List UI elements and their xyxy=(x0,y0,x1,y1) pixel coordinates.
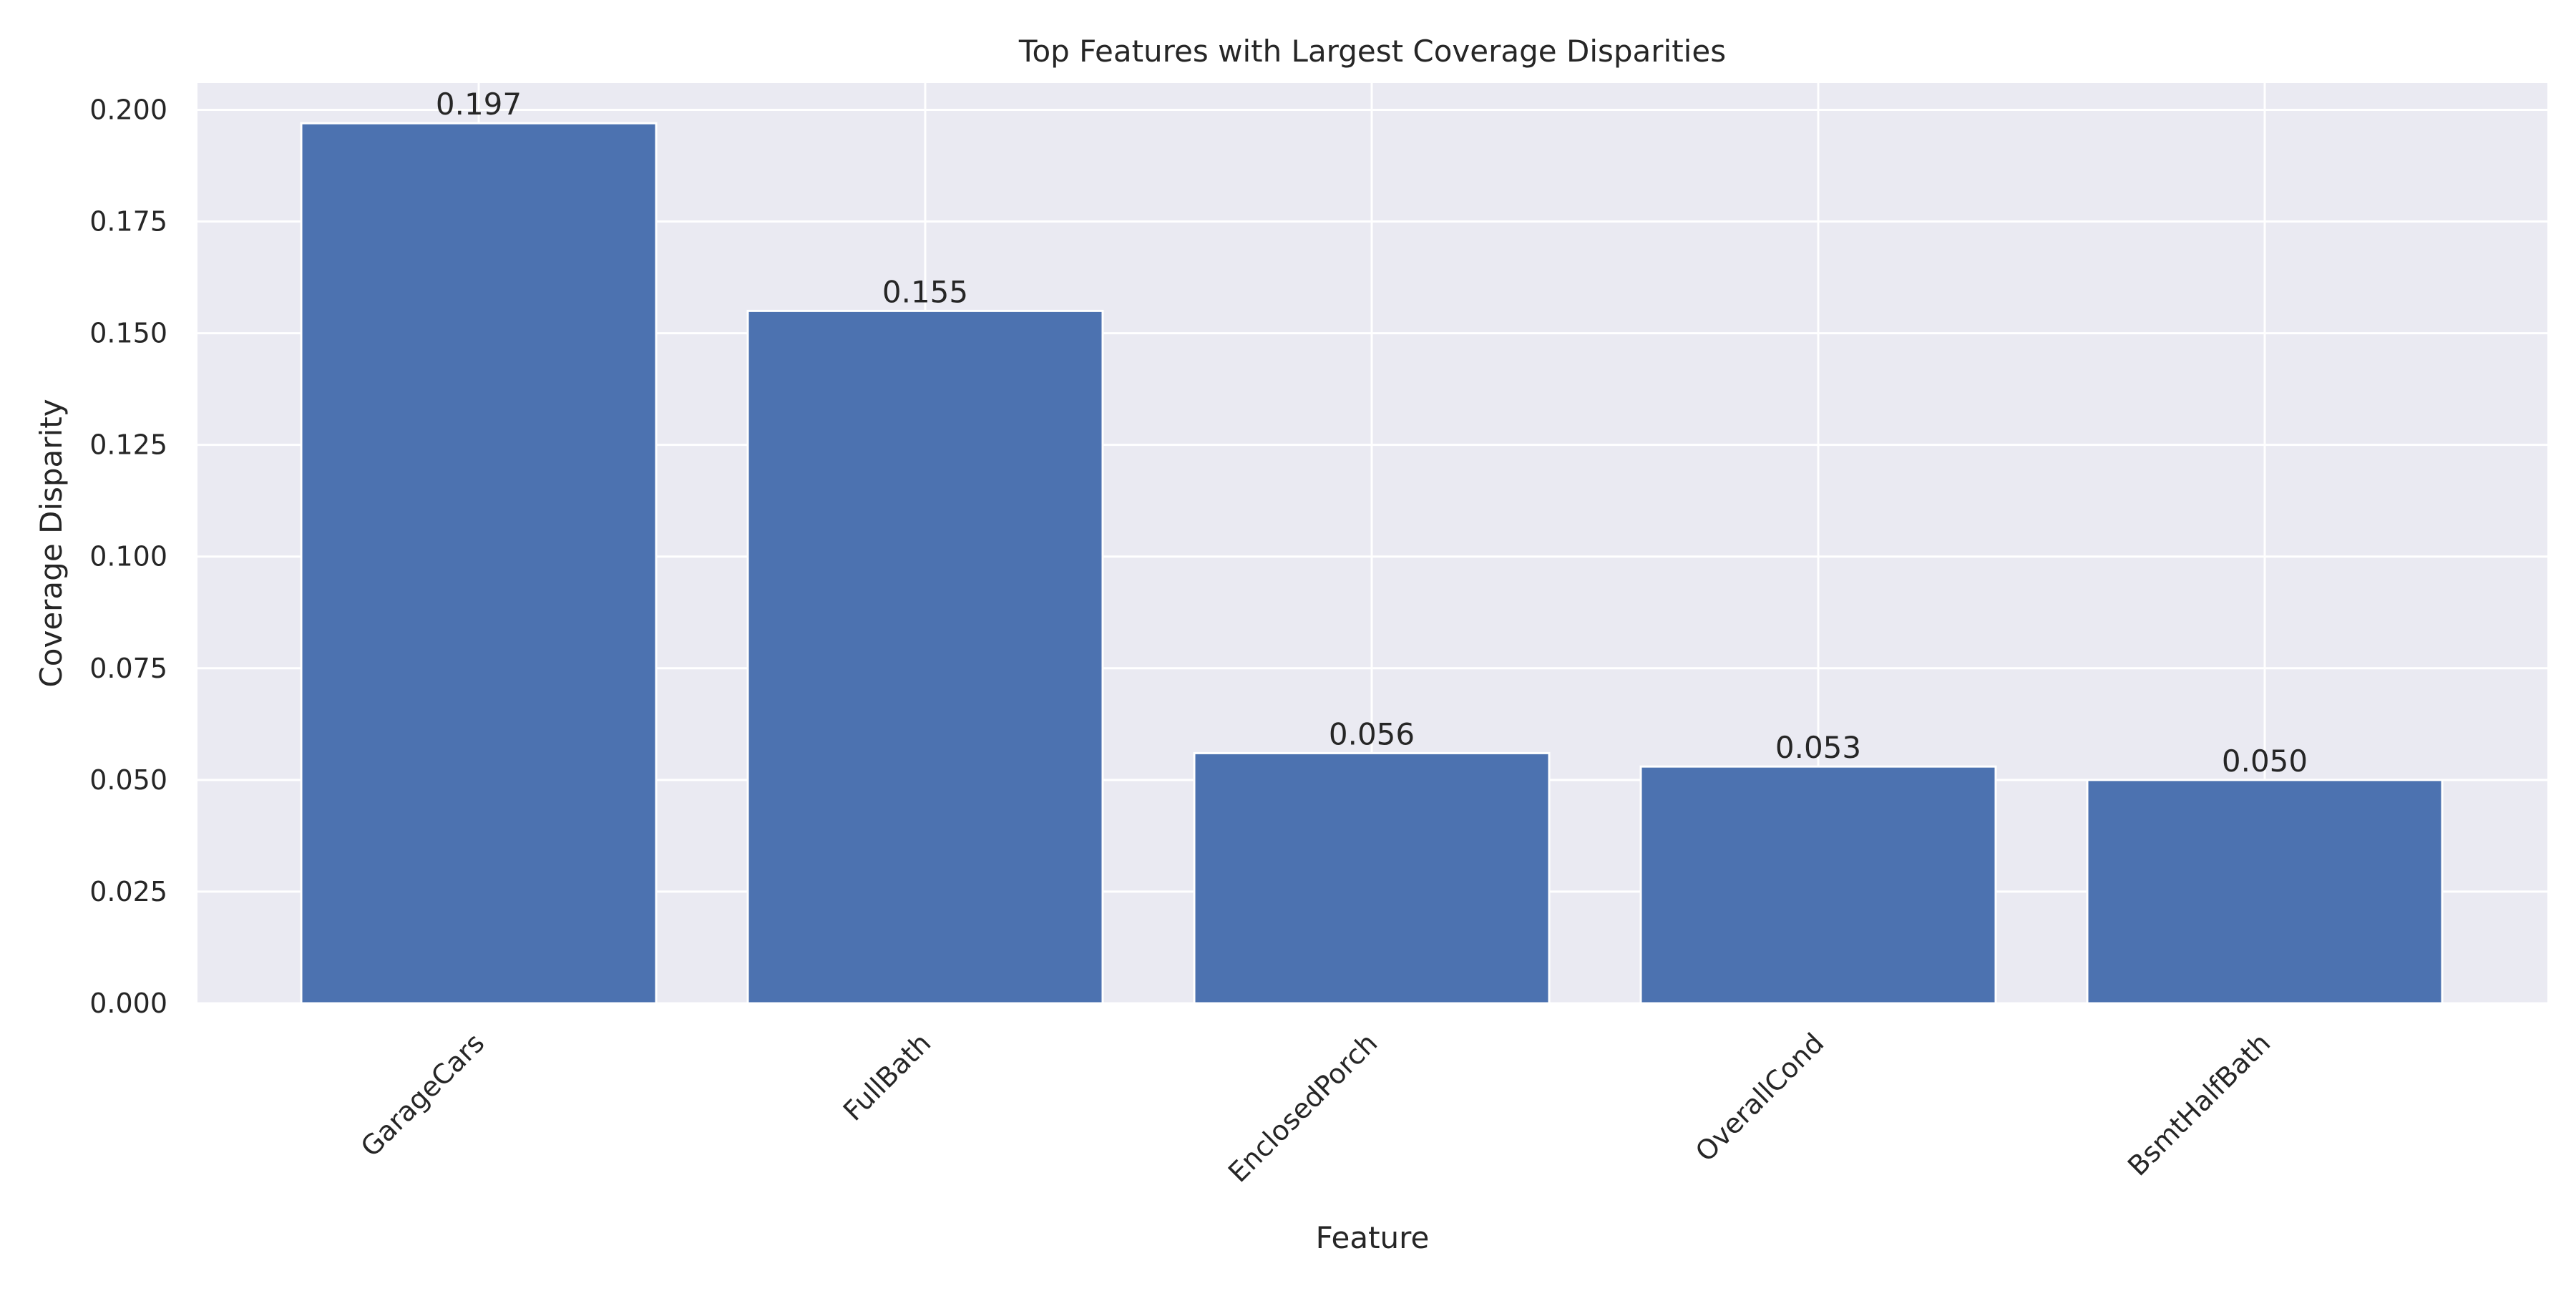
y-tick-label: 0.175 xyxy=(89,206,167,238)
x-tick-label: OverallCond xyxy=(1689,1027,1830,1167)
y-tick-label: 0.100 xyxy=(89,541,167,573)
y-axis-label: Coverage Disparity xyxy=(34,399,69,687)
x-tick-label: BsmtHalfBath xyxy=(2122,1027,2276,1182)
bar-enclosedporch xyxy=(1193,751,1551,1005)
y-tick-label: 0.075 xyxy=(89,653,167,684)
y-tick-label: 0.000 xyxy=(89,988,167,1019)
y-tick-label: 0.150 xyxy=(89,318,167,349)
bar-overallcond xyxy=(1639,765,1997,1005)
bar-garagecars xyxy=(300,122,658,1005)
bar-bsmthalfbath xyxy=(2086,779,2444,1005)
x-tick-label: GarageCars xyxy=(355,1027,491,1163)
bar-value-label: 0.197 xyxy=(436,87,522,122)
y-tick-label: 0.125 xyxy=(89,429,167,461)
bar-value-label: 0.056 xyxy=(1329,716,1415,751)
y-axis-ticks: 0.000 0.025 0.050 0.075 0.100 0.125 0.150 0.175… xyxy=(89,94,167,1019)
y-tick-label: 0.025 xyxy=(89,876,167,907)
x-axis-ticks: GarageCars FullBath EnclosedPorch OverallCo… xyxy=(355,1027,2277,1188)
x-tick-label: FullBath xyxy=(837,1027,937,1127)
x-tick-label: EnclosedPorch xyxy=(1222,1027,1383,1188)
x-axis-label: Feature xyxy=(1316,1220,1430,1255)
bars xyxy=(300,122,2444,1005)
chart-title: Top Features with Largest Coverage Dispa… xyxy=(1018,34,1726,69)
bar-value-label: 0.053 xyxy=(1775,730,1861,765)
bar-value-label: 0.050 xyxy=(2222,744,2308,779)
y-tick-label: 0.200 xyxy=(89,94,167,125)
y-tick-label: 0.050 xyxy=(89,764,167,796)
data-labels: 0.197 0.155 0.056 0.053 0.050 xyxy=(436,87,2308,779)
bar-value-label: 0.155 xyxy=(882,274,968,309)
bar-fullbath xyxy=(746,309,1104,1005)
